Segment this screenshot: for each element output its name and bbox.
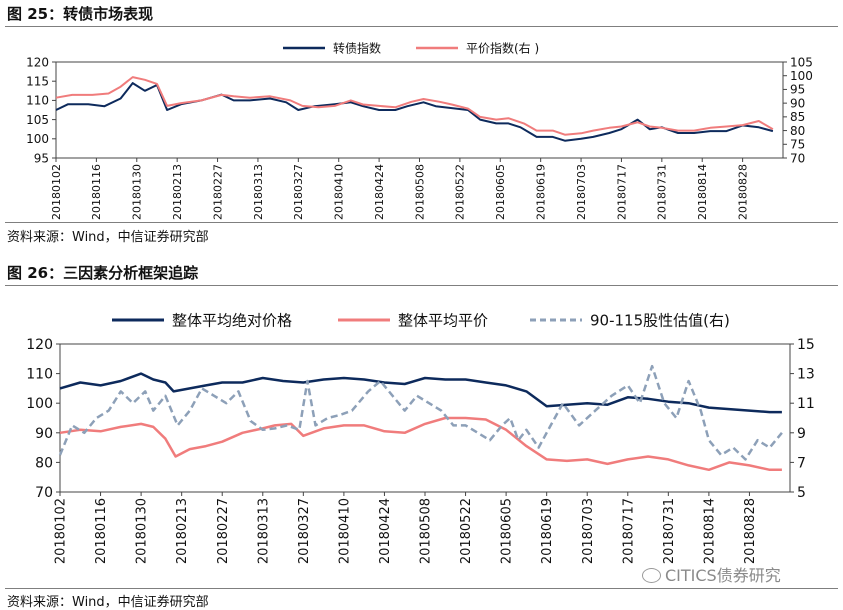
- y2-tick-label: 5: [797, 485, 806, 501]
- x-tick-label: 20180814: [702, 498, 717, 564]
- y-tick-label: 120: [26, 55, 49, 69]
- legend-label-2: 整体平均平价: [398, 312, 488, 330]
- x-tick-label: 20180828: [736, 164, 749, 220]
- figure-26-source: 资料来源：Wind，中信证券研究部: [7, 595, 209, 610]
- watermark: CITICS债券研究: [642, 562, 781, 586]
- x-tick-label: 20180424: [378, 498, 393, 564]
- x-tick-label: 20180605: [494, 164, 507, 220]
- x-tick-label: 20180130: [131, 164, 144, 220]
- y-tick-label: 105: [26, 113, 49, 127]
- x-tick-label: 20180213: [171, 164, 184, 220]
- x-tick-label: 20180410: [333, 164, 346, 220]
- y-tick-label: 80: [35, 455, 53, 471]
- y2-tick-label: 80: [790, 124, 805, 138]
- x-tick-label: 20180116: [90, 164, 103, 220]
- legend-label-1: 转债指数: [333, 41, 381, 56]
- series-line-2: [59, 416, 782, 472]
- plot-frame: [59, 343, 791, 493]
- plot-frame: [55, 61, 784, 159]
- x-tick-label: 20180313: [252, 164, 265, 220]
- figure-25-title: 图 25：转债市场表现: [7, 5, 154, 23]
- series-line-1: [59, 372, 782, 414]
- x-tick-label: 20180424: [373, 164, 386, 220]
- x-tick-label: 20180508: [413, 164, 426, 220]
- figure-26-title: 图 26：三因素分析框架追踪: [7, 264, 199, 282]
- x-tick-label: 20180717: [615, 164, 628, 220]
- x-tick-label: 20180619: [535, 164, 548, 220]
- y2-tick-label: 100: [790, 69, 813, 83]
- x-tick-label: 20180227: [211, 164, 224, 220]
- y-tick-label: 90: [35, 426, 53, 442]
- x-tick-label: 20180102: [50, 164, 63, 220]
- y2-tick-label: 85: [790, 110, 805, 124]
- legend-label-2: 平价指数(右 ): [466, 41, 539, 56]
- x-tick-label: 20180522: [459, 498, 474, 564]
- x-tick-label: 20180116: [94, 498, 109, 564]
- y2-tick-label: 105: [790, 55, 813, 69]
- x-tick-label: 20180327: [297, 498, 312, 564]
- x-tick-label: 20180410: [337, 498, 352, 564]
- x-tick-label: 20180605: [500, 498, 515, 564]
- x-tick-label: 20180313: [256, 498, 271, 564]
- y2-tick-label: 90: [790, 96, 805, 110]
- x-tick-label: 20180327: [292, 164, 305, 220]
- y2-tick-label: 13: [797, 367, 815, 383]
- series-line-2: [55, 76, 774, 136]
- x-tick-label: 20180731: [662, 498, 677, 564]
- x-tick-label: 20180814: [696, 164, 709, 220]
- y-tick-label: 110: [26, 367, 53, 383]
- title-rule: [5, 285, 838, 286]
- y-tick-label: 120: [26, 337, 53, 353]
- x-tick-label: 20180619: [540, 498, 555, 564]
- source-rule: [5, 588, 838, 589]
- y2-tick-label: 15: [797, 337, 815, 353]
- x-tick-label: 20180703: [575, 164, 588, 220]
- y-tick-label: 100: [26, 132, 49, 146]
- y2-tick-label: 9: [797, 426, 806, 442]
- y-tick-label: 100: [26, 396, 53, 412]
- y-tick-label: 70: [35, 485, 53, 501]
- y2-tick-label: 75: [790, 138, 805, 152]
- x-tick-label: 20180828: [743, 498, 758, 564]
- x-tick-label: 20180703: [581, 498, 596, 564]
- y2-tick-label: 11: [797, 396, 815, 412]
- title-rule: [5, 26, 838, 27]
- y2-tick-label: 95: [790, 83, 805, 97]
- x-tick-label: 20180227: [216, 498, 231, 564]
- x-tick-label: 20180130: [135, 498, 150, 564]
- y-tick-label: 110: [26, 94, 49, 108]
- x-tick-label: 20180102: [54, 498, 69, 564]
- source-rule: [5, 222, 838, 223]
- y2-tick-label: 7: [797, 455, 806, 471]
- chart-bond-market: 9510010511011512070758085909510010520180…: [26, 41, 813, 220]
- x-tick-label: 20180731: [656, 164, 669, 220]
- series-line-1: [55, 82, 774, 142]
- x-tick-label: 20180213: [175, 498, 190, 564]
- chart-three-factor: 70 80 90 100 110 120 5 7 9 11 13 15 20180102 20180116…: [26, 312, 815, 564]
- y-tick-label: 95: [34, 151, 49, 165]
- y-tick-label: 115: [26, 75, 49, 89]
- x-tick-label: 20180508: [419, 498, 434, 564]
- figure-25-source: 资料来源：Wind，中信证券研究部: [7, 230, 209, 245]
- legend-label-3: 90-115股性估值(右): [590, 312, 730, 330]
- y2-tick-label: 70: [790, 151, 805, 165]
- legend-label-1: 整体平均绝对价格: [172, 312, 292, 330]
- watermark-text: CITICS债券研究: [665, 566, 781, 585]
- x-tick-label: 20180522: [454, 164, 467, 220]
- x-tick-label: 20180717: [621, 498, 636, 564]
- wechat-icon: [642, 568, 661, 583]
